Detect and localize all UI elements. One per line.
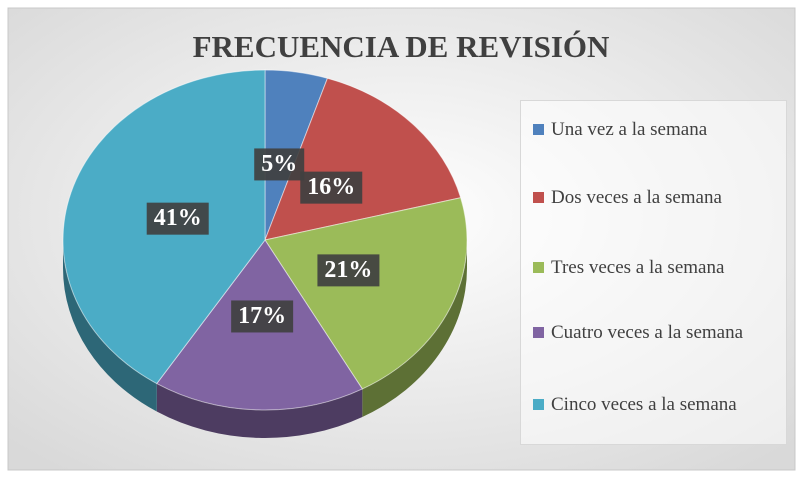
data-label-box: 17% xyxy=(231,300,294,333)
slice-side xyxy=(156,383,363,439)
legend-item: Tres veces a la semana xyxy=(533,256,801,280)
data-label: 16% xyxy=(307,174,355,200)
data-label-bg xyxy=(146,202,209,235)
data-label-bg xyxy=(317,254,380,287)
data-label-box: 21% xyxy=(317,254,380,287)
data-label-box: 16% xyxy=(300,171,363,204)
data-label: 5% xyxy=(261,151,297,177)
legend-swatch xyxy=(533,192,544,203)
chart-title: FRECUENCIA DE REVISIÓN xyxy=(193,29,610,64)
legend-label: Cuatro veces a la semana xyxy=(551,322,744,343)
data-label: 41% xyxy=(154,205,202,231)
legend-item: Dos veces a la semana xyxy=(533,186,801,210)
legend-item: Cuatro veces a la semana xyxy=(533,321,801,345)
legend-label: Una vez a la semana xyxy=(551,119,708,140)
data-label: 21% xyxy=(324,257,372,283)
data-label: 17% xyxy=(238,303,286,329)
legend-swatch xyxy=(533,124,544,135)
slice xyxy=(264,197,468,390)
data-label-bg xyxy=(254,148,305,181)
data-label-bg xyxy=(231,300,294,333)
legend-label: Tres veces a la semana xyxy=(551,257,725,278)
slice-side xyxy=(63,240,157,412)
data-label-box: 5% xyxy=(254,148,305,181)
legend-item: Una vez a la semana xyxy=(533,118,801,142)
legend-swatch xyxy=(533,327,544,338)
legend: Una vez a la semana Dos veces a la semana… xyxy=(520,100,787,445)
slice-side xyxy=(362,240,467,417)
data-label-bg xyxy=(300,171,363,204)
data-label-box: 41% xyxy=(146,202,209,235)
legend-label: Cinco veces a la semana xyxy=(551,394,737,415)
legend-item: Cinco veces a la semana xyxy=(533,393,801,417)
legend-label: Dos veces a la semana xyxy=(551,187,722,208)
legend-swatch xyxy=(533,262,544,273)
legend-swatch xyxy=(533,399,544,410)
